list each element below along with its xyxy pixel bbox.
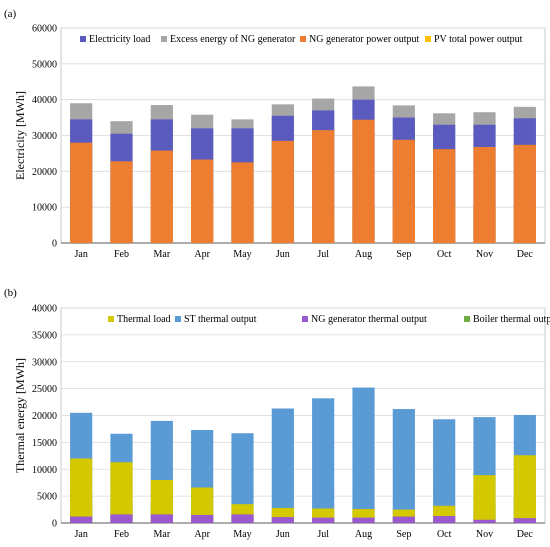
bar-ng-generator-thermal-output <box>150 514 173 523</box>
bar-thermal-load <box>473 475 496 523</box>
bar-ng-generator-power-output <box>191 159 214 243</box>
x-tick-label: Aug <box>355 249 372 260</box>
x-tick-label: May <box>233 249 251 260</box>
x-tick-label: Jan <box>74 249 87 260</box>
x-tick-label: Nov <box>476 529 493 540</box>
y-tick-label: 50000 <box>32 59 57 70</box>
legend-swatch <box>108 316 114 322</box>
bar-ng-generator-power-output <box>392 139 415 243</box>
x-tick-label: Feb <box>114 529 129 540</box>
y-tick-label: 60000 <box>32 24 57 35</box>
bar-ng-generator-power-output <box>150 150 173 243</box>
x-tick-label: Dec <box>517 249 534 260</box>
x-tick-label: Jun <box>276 249 290 260</box>
bar-ng-generator-power-output <box>312 130 335 243</box>
legend-swatch <box>425 36 431 42</box>
y-axis-title: Electricity [MWh] <box>13 91 27 180</box>
x-tick-label: Jul <box>317 529 329 540</box>
bar-st-thermal-output <box>433 419 456 523</box>
legend-label: NG generator thermal output <box>311 314 427 325</box>
x-tick-label: Feb <box>114 249 129 260</box>
legend-label: NG generator power output <box>309 34 419 45</box>
y-tick-label: 30000 <box>32 131 57 142</box>
bar-ng-generator-power-output <box>271 140 294 243</box>
bar-ng-generator-thermal-output <box>312 517 335 523</box>
legend-swatch <box>464 316 470 322</box>
bar-ng-generator-thermal-output <box>433 516 456 523</box>
bar-thermal-load <box>150 480 173 523</box>
x-tick-label: Dec <box>517 529 534 540</box>
panel-b-thermal: 0 5000 10000 15000 20000 25000 30000 35000 40000… <box>4 287 550 540</box>
bar-ng-generator-power-output <box>231 162 254 243</box>
bar-ng-generator-power-output <box>513 144 536 243</box>
bar-ng-generator-thermal-output <box>392 516 415 523</box>
bar-st-thermal-output <box>312 398 335 523</box>
bar-ng-generator-thermal-output <box>352 517 375 523</box>
bar-st-thermal-output <box>392 409 415 523</box>
legend-swatch <box>302 316 308 322</box>
y-tick-label: 20000 <box>32 411 57 422</box>
x-tick-label: Sep <box>396 249 411 260</box>
panel-label: (b) <box>4 287 17 299</box>
bar-thermal-load <box>513 455 536 523</box>
legend-label: ST thermal output <box>184 314 257 325</box>
x-tick-label: Nov <box>476 249 493 260</box>
bar-st-thermal-output <box>231 433 254 523</box>
bar-ng-generator-thermal-output <box>110 514 133 523</box>
bar-thermal-load <box>110 462 133 523</box>
y-tick-label: 25000 <box>32 384 57 395</box>
x-tick-label: Oct <box>437 529 452 540</box>
bar-ng-generator-power-output <box>433 149 456 243</box>
bar-ng-generator-thermal-output <box>231 514 254 523</box>
legend-swatch <box>175 316 181 322</box>
bar-ng-generator-thermal-output <box>191 514 214 523</box>
bar-ng-generator-power-output <box>110 161 133 243</box>
bar-ng-generator-power-output <box>473 146 496 243</box>
x-tick-label: Sep <box>396 529 411 540</box>
y-axis-title: Thermal energy [MWh] <box>13 358 27 473</box>
bar-thermal-load <box>191 487 214 523</box>
legend-label: Electricity load <box>89 34 150 45</box>
legend-label: Thermal load <box>117 314 171 325</box>
x-tick-label: Mar <box>153 249 170 260</box>
legend-swatch <box>300 36 306 42</box>
x-tick-label: May <box>233 529 251 540</box>
legend-label: Excess energy of NG generator <box>170 34 296 45</box>
bar-ng-generator-thermal-output <box>70 516 93 523</box>
y-tick-label: 10000 <box>32 465 57 476</box>
y-tick-label: 40000 <box>32 304 57 315</box>
y-tick-label: 5000 <box>37 492 57 503</box>
x-tick-label: Jul <box>317 249 329 260</box>
x-tick-label: Mar <box>153 529 170 540</box>
legend-swatch <box>80 36 86 42</box>
y-tick-label: 0 <box>52 519 57 530</box>
panel-a-electricity: 0 10000 20000 30000 40000 50000 60000 (a) Electr… <box>4 8 546 260</box>
y-tick-label: 35000 <box>32 330 57 341</box>
y-tick-label: 20000 <box>32 167 57 178</box>
x-tick-label: Jun <box>276 529 290 540</box>
y-tick-label: 40000 <box>32 95 57 106</box>
y-tick-label: 0 <box>52 239 57 250</box>
bar-ng-generator-thermal-output <box>513 518 536 523</box>
bar-ng-generator-power-output <box>352 119 375 243</box>
panel-label: (a) <box>4 8 17 20</box>
x-tick-label: Apr <box>194 249 210 260</box>
legend-label: PV total power output <box>434 34 523 45</box>
x-tick-label: Oct <box>437 249 452 260</box>
legend-label: Boiler thermal output <box>473 314 550 325</box>
bar-st-thermal-output <box>271 408 294 523</box>
y-tick-label: 10000 <box>32 203 57 214</box>
bar-st-thermal-output <box>352 387 375 523</box>
bar-ng-generator-power-output <box>70 142 93 243</box>
legend-swatch <box>161 36 167 42</box>
x-tick-label: Aug <box>355 529 372 540</box>
bar-thermal-load <box>70 458 93 523</box>
y-tick-label: 30000 <box>32 357 57 368</box>
x-tick-label: Apr <box>194 529 210 540</box>
y-tick-label: 15000 <box>32 438 57 449</box>
bar-ng-generator-thermal-output <box>271 517 294 523</box>
x-tick-label: Jan <box>74 529 87 540</box>
bar-ng-generator-thermal-output <box>473 519 496 523</box>
